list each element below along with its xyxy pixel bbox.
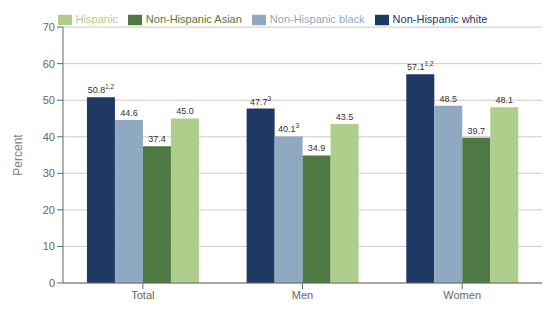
svg-text:10: 10: [43, 240, 55, 252]
svg-text:Men: Men: [292, 289, 313, 301]
svg-text:20: 20: [43, 204, 55, 216]
svg-text:48.1: 48.1: [496, 95, 514, 105]
svg-text:50.81,2: 50.81,2: [88, 83, 115, 95]
svg-text:57.11,2: 57.11,2: [407, 60, 434, 72]
svg-text:44.6: 44.6: [120, 108, 138, 118]
svg-text:Total: Total: [131, 289, 154, 301]
html-text:Non-Hispanic black: Non-Hispanic black: [269, 13, 365, 25]
svg-text:48.5: 48.5: [440, 94, 458, 104]
svg-text:50: 50: [43, 94, 55, 106]
svg-text:Women: Women: [443, 289, 481, 301]
svg-text:40.13: 40.13: [278, 122, 300, 134]
html-text:Hispanic: Hispanic: [75, 13, 118, 25]
svg-text:30: 30: [43, 167, 55, 179]
svg-text:47.73: 47.73: [250, 95, 272, 107]
svg-text:43.5: 43.5: [336, 112, 354, 122]
svg-text:70: 70: [43, 21, 55, 33]
svg-text:40: 40: [43, 131, 55, 143]
html-text:Non-Hispanic white: Non-Hispanic white: [392, 13, 488, 25]
html-text:Non-Hispanic Asian: Non-Hispanic Asian: [145, 13, 242, 25]
svg-text:Percent: Percent: [11, 134, 25, 176]
svg-text:0: 0: [49, 277, 55, 289]
svg-text:45.0: 45.0: [176, 106, 194, 116]
svg-text:60: 60: [43, 58, 55, 70]
svg-text:39.7: 39.7: [468, 126, 486, 136]
svg-text:34.9: 34.9: [308, 143, 326, 153]
svg-text:37.4: 37.4: [148, 134, 166, 144]
